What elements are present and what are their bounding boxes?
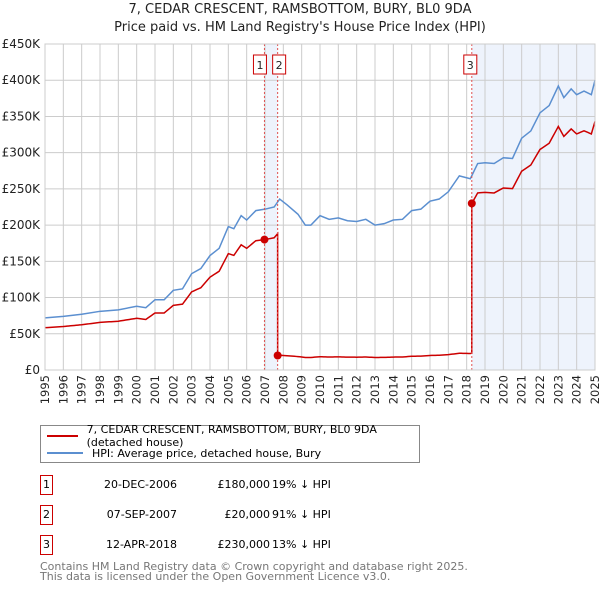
sale-label: 3 — [467, 59, 474, 72]
x-tick-label: 2016 — [423, 375, 437, 404]
x-tick-label: 1995 — [38, 375, 52, 404]
sale-number: 2 — [40, 505, 53, 525]
sale-number: 3 — [40, 535, 53, 555]
x-tick-label: 2002 — [166, 375, 180, 404]
sale-hpi-diff: 13% ↓ HPI — [272, 538, 331, 551]
sale-price: £180,000 — [217, 478, 271, 491]
x-tick-label: 2000 — [130, 375, 144, 404]
x-tick-label: 2012 — [350, 375, 364, 404]
sale-point — [467, 199, 476, 208]
legend-hpi-label: HPI: Average price, detached house, Bury — [92, 446, 322, 460]
x-tick-label: 2007 — [258, 375, 272, 404]
y-tick-label: £200K — [2, 218, 42, 232]
sale-date: 12-APR-2018 — [105, 538, 177, 551]
sale-date: 20-DEC-2006 — [103, 478, 177, 491]
sale-label-box — [463, 54, 478, 75]
x-tick-label: 2021 — [515, 375, 529, 404]
sale-hpi-diff: 19% ↓ HPI — [272, 478, 331, 491]
y-tick-label: £50K — [9, 327, 41, 341]
chart-subtitle: Price paid vs. HM Land Registry's House … — [114, 20, 486, 35]
sale-point — [260, 235, 269, 244]
x-tick-label: 2015 — [405, 375, 419, 404]
sale-price: £230,000 — [217, 538, 271, 551]
x-tick-label: 2022 — [533, 375, 547, 404]
y-tick-label: £0 — [25, 363, 40, 377]
price-legend-swatch — [47, 435, 78, 437]
x-tick-label: 2020 — [496, 375, 510, 404]
x-tick-label: 2017 — [441, 375, 455, 404]
x-tick-label: 2001 — [148, 375, 162, 404]
x-tick-label: 2014 — [386, 375, 400, 404]
x-tick-label: 1998 — [93, 375, 107, 404]
sale-hpi-diff: 91% ↓ HPI — [272, 508, 331, 521]
x-tick-label: 2023 — [551, 375, 565, 404]
x-tick-label: 1996 — [56, 375, 70, 404]
sale-label: 2 — [276, 59, 283, 72]
hpi-legend-swatch — [47, 452, 83, 454]
price-line — [44, 121, 596, 359]
plot-border — [44, 43, 596, 371]
x-tick-label: 2011 — [331, 375, 345, 404]
x-tick-label: 2025 — [588, 375, 600, 404]
sale-price: £20,000 — [224, 508, 271, 521]
shaded-period — [471, 44, 595, 370]
x-tick-label: 2010 — [313, 375, 327, 404]
footer-licence: This data is licensed under the Open Gov… — [40, 570, 391, 583]
x-tick-label: 2004 — [203, 375, 217, 404]
sale-date: 07-SEP-2007 — [106, 508, 177, 521]
y-tick-label: £150K — [2, 254, 42, 268]
x-tick-label: 2019 — [478, 375, 492, 404]
hpi-line — [44, 80, 596, 319]
y-tick-label: £300K — [2, 146, 42, 160]
y-tick-label: £450K — [2, 37, 42, 51]
legend-price-label: 7, CEDAR CRESCENT, RAMSBOTTOM, BURY, BL0… — [86, 423, 377, 449]
x-tick-label: 1999 — [111, 375, 125, 404]
x-tick-label: 2013 — [368, 375, 382, 404]
sale-point — [273, 351, 282, 360]
footer-copyright: Contains HM Land Registry data © Crown c… — [40, 560, 468, 573]
y-tick-label: £350K — [2, 109, 42, 123]
legend: 7, CEDAR CRESCENT, RAMSBOTTOM, BURY, BL0… — [40, 423, 420, 463]
sale-row: 2 07-SEP-2007 £20,000 91% ↓ HPI — [40, 505, 340, 525]
sale-label: 1 — [256, 59, 263, 72]
x-tick-label: 1997 — [75, 375, 89, 404]
sale-label-box — [272, 54, 287, 75]
sale-row: 3 12-APR-2018 £230,000 13% ↓ HPI — [40, 535, 340, 555]
x-tick-label: 2003 — [185, 375, 199, 404]
x-tick-label: 2008 — [276, 375, 290, 404]
y-tick-label: £400K — [2, 73, 42, 87]
price-chart: 1995 1996 1997 1998 1999 2000 2001 2002 2003 2004… — [2, 37, 600, 404]
x-tick-label: 2006 — [240, 375, 254, 404]
x-tick-label: 2005 — [221, 375, 235, 404]
y-tick-label: £100K — [2, 291, 42, 305]
sale-row: 1 20-DEC-2006 £180,000 19% ↓ HPI — [40, 475, 340, 495]
x-tick-label: 2018 — [460, 375, 474, 404]
chart-title: 7, CEDAR CRESCENT, RAMSBOTTOM, BURY, BL0… — [128, 2, 472, 17]
sale-label-box — [252, 54, 267, 75]
y-tick-label: £250K — [2, 182, 42, 196]
x-tick-label: 2024 — [570, 375, 584, 404]
x-tick-label: 2009 — [295, 375, 309, 404]
sale-number: 1 — [40, 475, 53, 495]
